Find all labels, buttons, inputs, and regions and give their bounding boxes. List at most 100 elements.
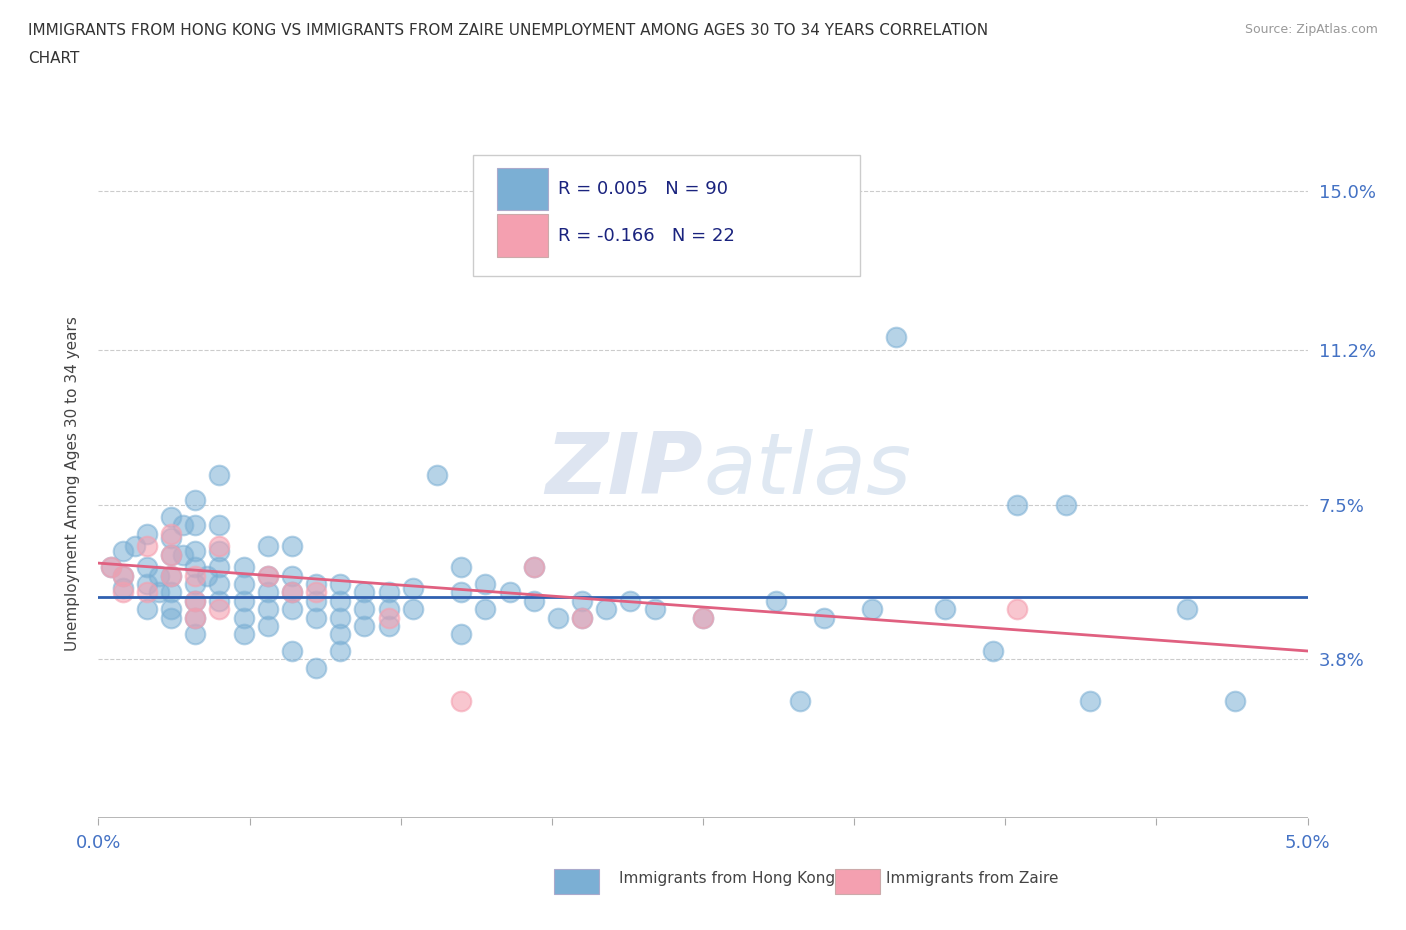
Point [450,560,472,575]
Point [232,610,254,625]
Point [765,593,787,608]
Point [256,568,278,583]
Point [377,602,399,617]
Point [571,610,593,625]
Point [474,602,496,617]
Point [329,644,352,658]
Point [208,468,231,483]
Point [281,568,304,583]
Point [111,585,134,600]
Point [148,568,170,583]
Point [160,510,183,525]
Point [184,577,207,591]
Point [111,543,134,558]
Point [1007,498,1029,512]
FancyBboxPatch shape [474,155,860,276]
Point [305,660,328,675]
Point [172,547,194,562]
Point [450,627,472,642]
Point [377,585,399,600]
Point [100,560,122,575]
Point [329,593,352,608]
Point [305,610,328,625]
Point [160,568,183,583]
Point [692,610,714,625]
Point [1078,694,1101,709]
Point [232,577,254,591]
Point [523,560,546,575]
Point [1223,694,1246,709]
Point [160,568,183,583]
Point [111,580,134,596]
Point [135,585,157,600]
Point [353,618,375,633]
Y-axis label: Unemployment Among Ages 30 to 34 years: Unemployment Among Ages 30 to 34 years [65,316,80,651]
Point [595,602,617,617]
Point [184,610,207,625]
Point [1007,602,1029,617]
Text: atlas: atlas [703,429,911,512]
Point [184,593,207,608]
Point [353,585,375,600]
Point [571,593,593,608]
Point [208,560,231,575]
Point [135,526,157,541]
Text: R = 0.005   N = 90: R = 0.005 N = 90 [558,180,728,198]
Point [160,547,183,562]
Point [256,618,278,633]
Point [305,577,328,591]
Point [135,577,157,591]
Point [692,610,714,625]
Point [160,602,183,617]
Point [256,602,278,617]
Point [160,526,183,541]
Point [184,593,207,608]
Point [886,330,908,345]
Point [281,585,304,600]
Point [934,602,956,617]
Point [474,577,496,591]
Point [232,627,254,642]
Point [377,618,399,633]
Point [281,585,304,600]
Point [450,694,472,709]
Point [402,580,425,596]
Point [426,468,449,483]
Point [860,602,883,617]
FancyBboxPatch shape [498,167,548,210]
Point [281,602,304,617]
Point [172,518,194,533]
Point [184,627,207,642]
Text: Source: ZipAtlas.com: Source: ZipAtlas.com [1244,23,1378,36]
Point [184,543,207,558]
Text: ZIP: ZIP [546,429,703,512]
FancyBboxPatch shape [498,215,548,258]
Point [160,610,183,625]
Point [256,568,278,583]
Point [981,644,1004,658]
Text: R = -0.166   N = 22: R = -0.166 N = 22 [558,227,735,245]
Point [256,539,278,554]
Point [402,602,425,617]
Point [111,568,134,583]
Point [281,539,304,554]
Point [498,585,520,600]
Point [111,568,134,583]
Point [135,560,157,575]
Point [184,493,207,508]
Point [232,560,254,575]
Point [789,694,811,709]
Point [353,602,375,617]
Point [184,610,207,625]
Point [195,568,218,583]
Point [329,577,352,591]
Point [148,585,170,600]
Point [1054,498,1077,512]
Point [232,593,254,608]
Point [523,593,546,608]
Point [124,539,146,554]
Point [813,610,835,625]
Point [208,593,231,608]
Point [208,543,231,558]
Point [523,560,546,575]
